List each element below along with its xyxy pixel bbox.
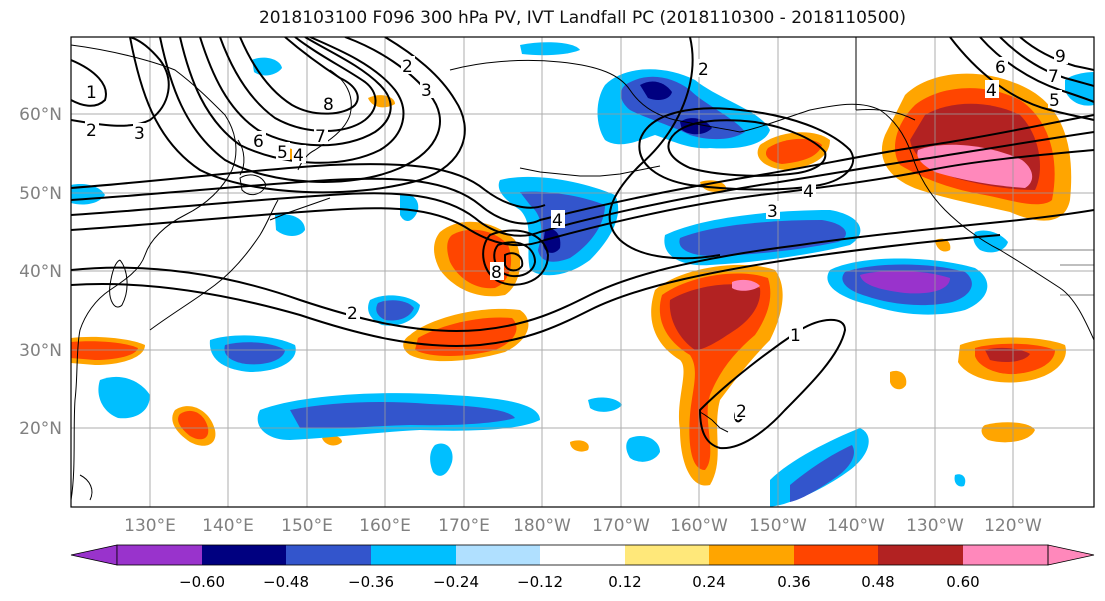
colorbar-segment	[963, 545, 1048, 565]
colorbar-extend-high	[1047, 544, 1095, 566]
colorbar-segment	[625, 545, 709, 565]
colorbar-tick-label: 0.24	[692, 573, 725, 591]
contour-label: 3	[767, 202, 778, 222]
colorbar-tick-label: 0.60	[946, 573, 979, 591]
contour-label: 7	[1048, 67, 1059, 87]
contour-label: 8	[491, 263, 502, 283]
colorbar-segment	[878, 545, 963, 565]
pv-contours	[71, 37, 1094, 450]
lon-label-130e: 130°E	[124, 516, 176, 536]
contour-label: 5	[1049, 91, 1060, 111]
contour-label: 2	[402, 57, 413, 77]
lat-label-60n: 60°N	[19, 105, 62, 125]
contour-label: 4	[803, 182, 814, 202]
lat-label-40n: 40°N	[19, 262, 62, 282]
lon-label-160e: 160°E	[359, 516, 411, 536]
contour-label-group: 1 2 3 2 8 7 6 5 4 3 4 8 2 4	[85, 46, 1068, 422]
colorbar-tick-label: 0.12	[608, 573, 641, 591]
contour-label: 2	[736, 402, 747, 422]
contour-label: 6	[995, 58, 1006, 78]
lat-labels: 60°N 50°N 40°N 30°N 20°N	[19, 105, 62, 439]
contour-label: 5	[277, 143, 288, 163]
lon-label-130w: 130°W	[906, 516, 964, 536]
pv-shading	[71, 42, 1094, 507]
lon-label-140e: 140°E	[202, 516, 254, 536]
colorbar-tick-label: −0.60	[179, 573, 225, 591]
map-title: 2018103100 F096 300 hPa PV, IVT Landfall…	[258, 8, 906, 28]
colorbar-segment	[117, 545, 202, 565]
lat-label-20n: 20°N	[19, 419, 62, 439]
colorbar-segment	[540, 545, 625, 565]
colorbar-segment	[794, 545, 878, 565]
contour-label: 1	[86, 83, 97, 103]
colorbar-segment	[202, 545, 286, 565]
lon-label-160w: 160°W	[670, 516, 728, 536]
contour-label: 9	[1055, 47, 1066, 67]
contour-label: 4	[552, 211, 563, 231]
lon-label-170e: 170°E	[438, 516, 490, 536]
contour-label: 6	[253, 132, 264, 152]
lon-labels: 130°E 140°E 150°E 160°E 170°E 180°W 170°…	[124, 516, 1042, 536]
colorbar-tick-label: 0.48	[861, 573, 894, 591]
lon-label-180w: 180°W	[513, 516, 571, 536]
contour-label: 2	[347, 304, 358, 324]
lon-label-120w: 120°W	[984, 516, 1042, 536]
contour-label: 2	[86, 121, 97, 141]
colorbar-tick-label: −0.48	[263, 573, 309, 591]
contour-label: 1	[790, 326, 801, 346]
lat-label-30n: 30°N	[19, 341, 62, 361]
lon-label-140w: 140°W	[827, 516, 885, 536]
colorbar: −0.60 −0.48 −0.36 −0.24 −0.12 0.12 0.24 …	[70, 544, 1095, 591]
colorbar-extend-low	[70, 544, 118, 566]
contour-label: 7	[315, 127, 326, 147]
contour-label: 4	[986, 81, 997, 101]
contour-label: 3	[421, 81, 432, 101]
graticule	[71, 37, 1094, 507]
colorbar-tick-label: 0.36	[777, 573, 810, 591]
colorbar-tick-label: −0.12	[517, 573, 563, 591]
colorbar-segment	[371, 545, 456, 565]
colorbar-segment	[456, 545, 540, 565]
contour-label: 3	[134, 124, 145, 144]
lon-label-150e: 150°E	[281, 516, 333, 536]
contour-label: 8	[323, 95, 334, 115]
colorbar-tick-label: −0.36	[348, 573, 394, 591]
lon-label-170w: 170°W	[592, 516, 650, 536]
contour-label: 4	[293, 146, 304, 166]
colorbar-segment	[709, 545, 794, 565]
contour-label: 2	[698, 60, 709, 80]
colorbar-segment	[286, 545, 371, 565]
lat-label-50n: 50°N	[19, 184, 62, 204]
colorbar-tick-label: −0.24	[433, 573, 479, 591]
colorbar-outline	[116, 544, 1049, 566]
lon-label-150w: 150°W	[749, 516, 807, 536]
plot-frame	[70, 36, 1095, 508]
